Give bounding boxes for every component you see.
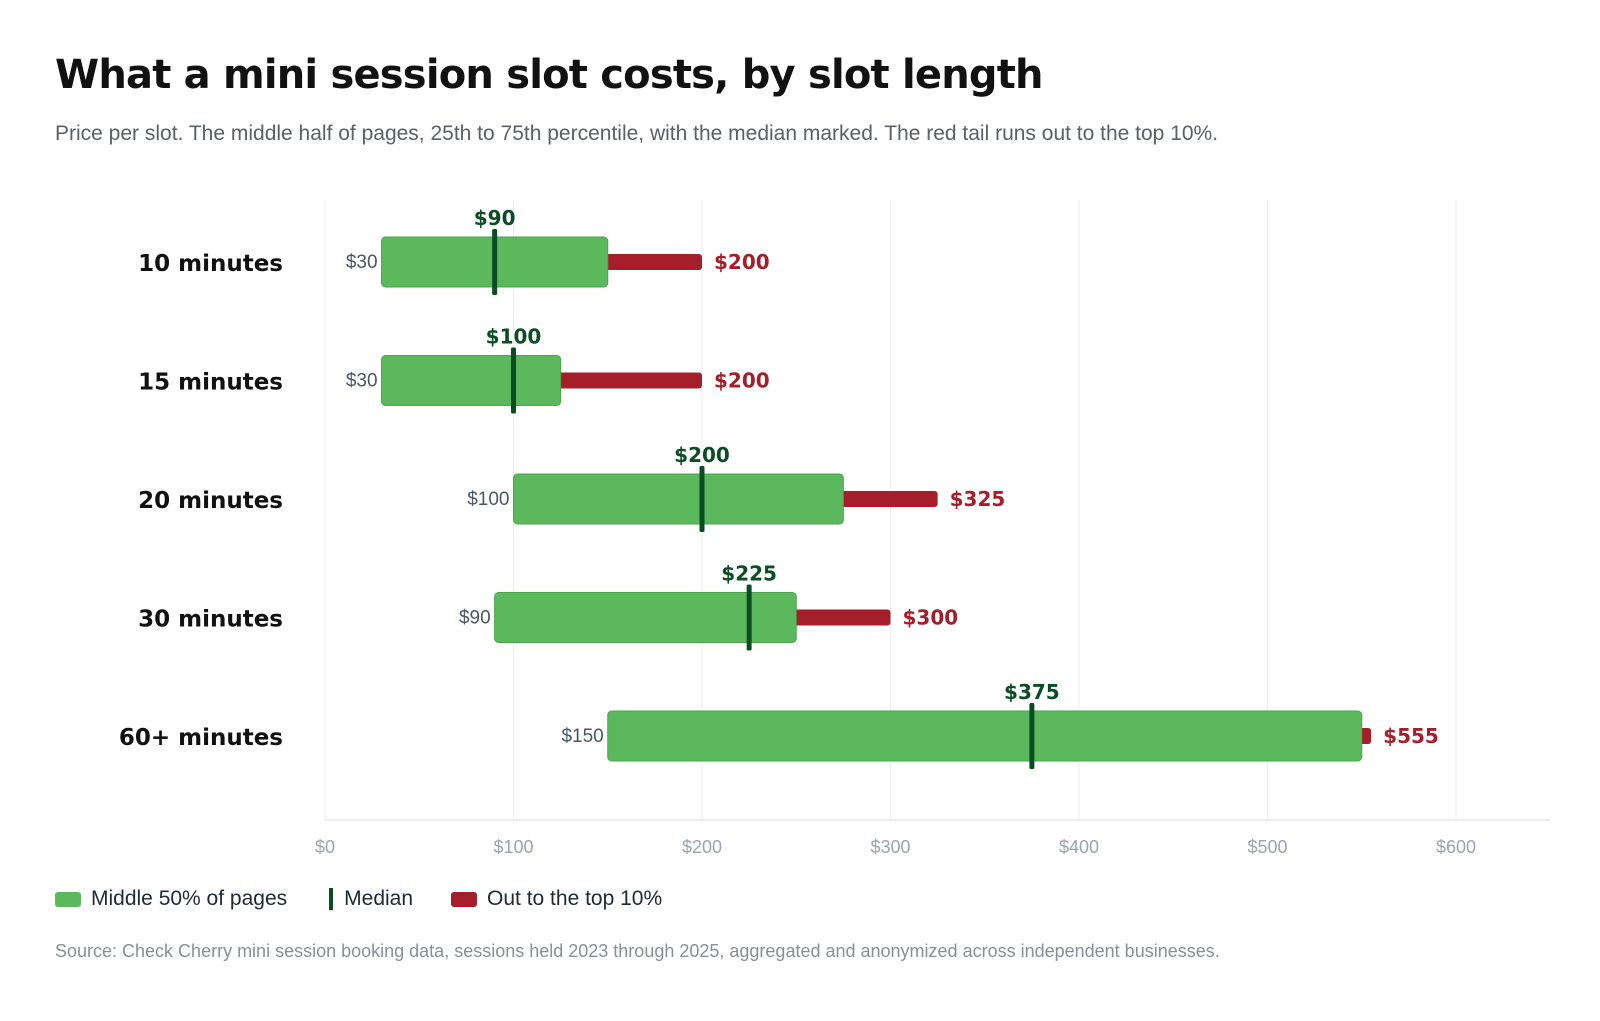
category-label-1: 15 minutes: [138, 370, 283, 396]
x-tick-label-2: $200: [682, 837, 722, 857]
chart-title: What a mini session slot costs, by slot …: [55, 52, 1044, 98]
legend-label-range: Middle 50% of pages: [91, 887, 288, 910]
p25-label-3: $90: [459, 608, 491, 629]
x-tick-label-4: $400: [1059, 837, 1099, 857]
range-bar-chart: $0 $100 $200 $300 $400 $500 $600 10 minutes $90 $…: [119, 200, 1550, 857]
category-label-4: 60+ minutes: [119, 725, 283, 751]
category-label-0: 10 minutes: [138, 251, 283, 277]
median-label-3: $225: [721, 562, 777, 586]
range-bar-1: [381, 355, 562, 406]
chart-subtitle: Price per slot. The middle half of pages…: [55, 122, 1219, 145]
median-label-0: $90: [474, 206, 516, 230]
p90-label-1: $200: [714, 369, 770, 393]
tail-bar-0: [603, 254, 702, 270]
legend-item-range: Middle 50% of pages: [55, 887, 287, 911]
x-tick-label-1: $100: [493, 837, 533, 857]
median-marker-3: [746, 584, 752, 651]
median-label-1: $100: [486, 325, 542, 349]
legend: Middle 50% of pages Median Out to the to…: [55, 887, 700, 911]
category-label-2: 20 minutes: [138, 488, 283, 514]
median-label-4: $375: [1004, 680, 1060, 704]
legend-label-median: Median: [344, 887, 414, 910]
legend-swatch-median: [329, 888, 334, 910]
tail-bar-1: [556, 372, 702, 389]
p25-label-0: $30: [346, 252, 378, 273]
range-bar-2: [513, 473, 844, 525]
x-tick-label-3: $300: [870, 837, 910, 857]
legend-item-median: Median: [325, 887, 413, 911]
p25-label-1: $30: [346, 371, 378, 392]
source-note: Source: Check Cherry mini session bookin…: [55, 941, 1220, 961]
x-tick-label-6: $600: [1436, 837, 1476, 857]
p25-label-2: $100: [467, 489, 509, 510]
median-marker-1: [511, 347, 516, 414]
p90-label-0: $200: [714, 250, 770, 274]
tail-bar-2: [839, 491, 938, 507]
legend-item-tail: Out to the top 10%: [451, 887, 662, 911]
range-bar-4: [607, 710, 1363, 762]
p25-label-4: $150: [561, 726, 603, 747]
median-marker-0: [492, 229, 498, 295]
median-marker-4: [1029, 703, 1035, 769]
p90-label-4: $555: [1383, 724, 1439, 748]
tail-bar-3: [792, 609, 891, 626]
legend-swatch-tail: [451, 891, 478, 907]
x-tick-label-0: $0: [315, 837, 335, 857]
legend-swatch-range: [55, 891, 81, 907]
range-bar-3: [494, 592, 797, 643]
median-marker-2: [699, 466, 705, 532]
x-tick-label-5: $500: [1247, 837, 1287, 857]
legend-label-tail: Out to the top 10%: [487, 887, 663, 910]
p90-label-2: $325: [950, 487, 1006, 511]
median-label-2: $200: [674, 443, 730, 467]
category-label-3: 30 minutes: [138, 607, 283, 633]
p90-label-3: $300: [903, 606, 959, 630]
